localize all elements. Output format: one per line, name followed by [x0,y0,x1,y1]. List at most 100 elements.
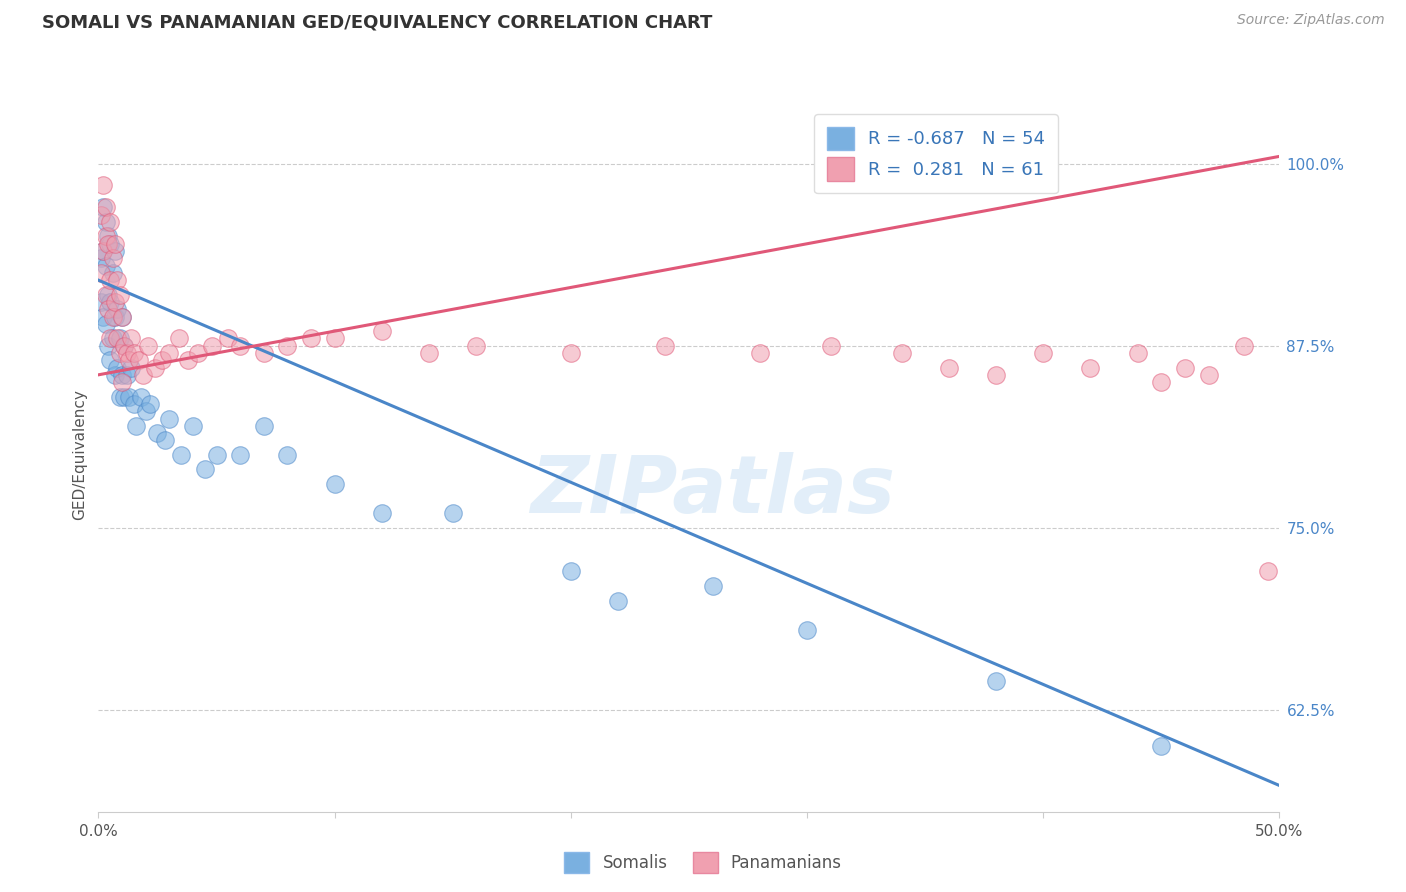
Point [132,368,155,382]
Point [229,448,252,462]
Point [1126,346,1149,360]
Point [796,623,818,637]
Point [276,448,298,462]
Point [118,390,141,404]
Point [98,331,121,345]
Point [111,375,134,389]
Point [157,346,180,360]
Point [112,339,135,353]
Point [177,353,200,368]
Point [143,360,166,375]
Legend: Somalis, Panamanians: Somalis, Panamanians [558,846,848,880]
Point [1174,360,1197,375]
Legend: R = -0.687   N = 54, R =  0.281   N = 61: R = -0.687 N = 54, R = 0.281 N = 61 [814,114,1057,194]
Point [98,236,121,251]
Point [97,229,120,244]
Point [91,244,114,258]
Point [1032,346,1054,360]
Point [984,368,1007,382]
Point [108,331,131,345]
Point [371,506,394,520]
Point [101,310,124,324]
Point [101,331,124,345]
Point [253,346,276,360]
Point [890,346,912,360]
Point [205,448,228,462]
Point [938,360,960,375]
Point [187,346,209,360]
Point [111,368,134,382]
Text: Source: ZipAtlas.com: Source: ZipAtlas.com [1237,13,1385,28]
Point [105,360,128,375]
Point [105,273,128,287]
Point [98,295,121,310]
Point [129,390,152,404]
Point [111,310,134,324]
Point [253,418,276,433]
Point [101,266,124,280]
Point [94,317,117,331]
Point [91,310,114,324]
Point [122,397,145,411]
Point [98,215,121,229]
Point [607,593,630,607]
Point [146,426,169,441]
Point [217,331,239,345]
Point [229,339,252,353]
Point [108,390,131,404]
Point [118,353,141,368]
Point [150,353,173,368]
Point [560,346,582,360]
Point [90,266,112,280]
Point [157,411,180,425]
Point [98,353,121,368]
Text: SOMALI VS PANAMANIAN GED/EQUIVALENCY CORRELATION CHART: SOMALI VS PANAMANIAN GED/EQUIVALENCY COR… [42,13,713,31]
Point [418,346,440,360]
Point [201,339,224,353]
Point [984,673,1007,688]
Point [112,339,135,353]
Point [135,404,157,418]
Point [90,252,112,266]
Point [167,331,190,345]
Point [323,331,346,345]
Point [125,418,148,433]
Point [97,236,120,251]
Point [105,331,128,345]
Point [90,295,112,310]
Point [1150,739,1173,754]
Point [1150,375,1173,389]
Point [91,200,114,214]
Point [90,208,112,222]
Point [441,506,464,520]
Point [748,346,770,360]
Point [97,302,120,317]
Point [94,287,117,301]
Point [136,339,159,353]
Point [97,339,120,353]
Point [1233,339,1256,353]
Point [94,229,117,244]
Point [702,579,724,593]
Point [91,178,114,193]
Point [115,368,138,382]
Point [94,200,117,214]
Point [108,346,131,360]
Point [1257,565,1279,579]
Point [104,368,127,382]
Point [139,397,162,411]
Point [153,434,176,448]
Point [115,346,138,360]
Point [121,331,143,345]
Point [105,302,128,317]
Point [820,339,842,353]
Text: ZIPatlas: ZIPatlas [530,451,896,530]
Point [97,287,120,301]
Point [91,244,114,258]
Point [128,353,150,368]
Point [170,448,193,462]
Point [98,273,121,287]
Y-axis label: GED/Equivalency: GED/Equivalency [72,390,87,520]
Point [104,244,127,258]
Point [94,259,117,273]
